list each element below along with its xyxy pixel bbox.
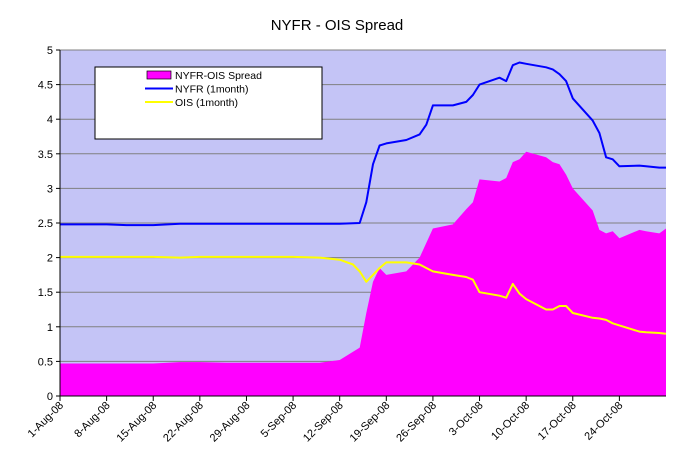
y-tick-label: 5 <box>47 45 53 57</box>
series-line-nyfr <box>60 61 666 227</box>
x-tick-label: 19-Sep-08 <box>348 400 393 445</box>
y-tick-label: 3.5 <box>38 149 53 161</box>
legend-label: NYFR (1month) <box>175 84 249 96</box>
spread-area-layer <box>60 151 666 396</box>
y-tick-label: 4 <box>47 114 53 126</box>
x-tick-label: 5-Sep-08 <box>259 400 299 440</box>
x-tick-label: 1-Aug-08 <box>26 400 66 440</box>
x-tick-label: 26-Sep-08 <box>394 400 439 445</box>
x-tick-label: 8-Aug-08 <box>72 400 112 440</box>
series-area-spread <box>60 151 666 396</box>
series-line-layer <box>60 61 667 335</box>
y-tick-label: 0.5 <box>38 356 53 368</box>
y-tick-label: 4.5 <box>38 80 53 92</box>
x-tick-label: 15-Aug-08 <box>115 400 160 445</box>
legend-swatch <box>146 70 172 80</box>
legend-label: NYFR-OIS Spread <box>175 70 262 82</box>
x-tick-label: 10-Oct-08 <box>489 400 532 443</box>
x-tick-label: 12-Sep-08 <box>301 400 346 445</box>
x-tick-label: 22-Aug-08 <box>161 400 206 445</box>
x-tick-label: 3-Oct-08 <box>447 400 486 439</box>
chart-title: NYFR - OIS Spread <box>271 17 404 34</box>
series-line-ois <box>60 255 667 335</box>
y-tick-label: 2 <box>47 253 53 265</box>
y-tick-label: 3 <box>47 183 53 195</box>
y-tick-label: 0 <box>47 391 53 403</box>
x-tick-label: 29-Aug-08 <box>208 400 253 445</box>
y-tick-label: 1 <box>47 322 53 334</box>
y-tick-label: 2.5 <box>38 218 53 230</box>
x-tick-label: 24-Oct-08 <box>582 400 625 443</box>
legend: NYFR-OIS Spread NYFR (1month)OIS (1month) <box>94 66 323 140</box>
legend-box <box>94 66 323 140</box>
x-tick-label: 17-Oct-08 <box>536 400 579 443</box>
legend-label: OIS (1month) <box>175 97 238 109</box>
y-tick-label: 1.5 <box>38 287 53 299</box>
